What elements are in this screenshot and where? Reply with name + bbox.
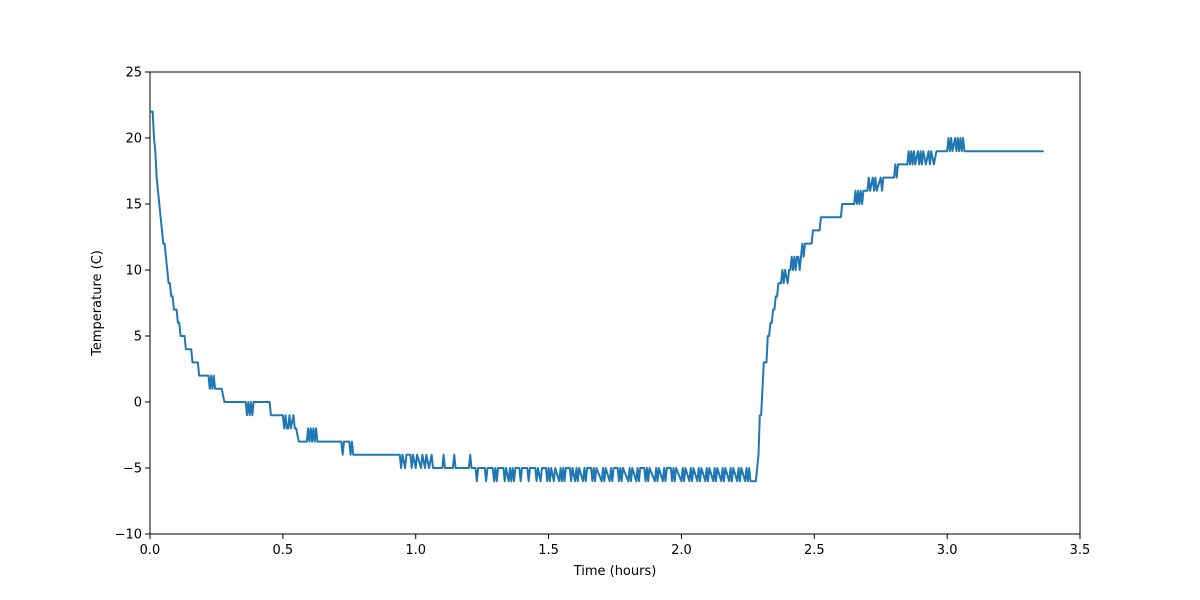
y-tick-label: 10 <box>125 264 142 279</box>
x-tick-label: 2.0 <box>671 543 692 558</box>
y-tick-label: −5 <box>123 462 142 477</box>
x-tick-label: 3.5 <box>1070 543 1091 558</box>
x-tick-label: 2.5 <box>804 543 825 558</box>
x-tick-label: 0.0 <box>140 543 161 558</box>
x-tick-label: 1.0 <box>405 543 426 558</box>
y-tick-label: 20 <box>125 132 142 147</box>
x-tick-label: 1.5 <box>538 543 559 558</box>
y-tick-label: −10 <box>115 528 142 543</box>
y-axis: −10 −5 0 5 10 15 20 25 <box>115 66 150 543</box>
y-axis-label: Temperature (C) <box>90 250 105 357</box>
series-layer <box>149 110 1044 483</box>
x-axis: 0.0 0.5 1.0 1.5 2.0 2.5 3.0 3.5 <box>140 534 1091 558</box>
y-tick-label: 5 <box>134 330 142 345</box>
x-axis-label: Time (hours) <box>573 564 657 579</box>
series-line-0 <box>149 110 1044 483</box>
y-tick-label: 15 <box>125 198 142 213</box>
y-tick-label: 25 <box>125 66 142 81</box>
x-tick-label: 3.0 <box>937 543 958 558</box>
plot-frame <box>149 71 1081 535</box>
y-tick-label: 0 <box>134 396 142 411</box>
plot-area <box>149 71 1081 535</box>
x-tick-label: 0.5 <box>273 543 294 558</box>
